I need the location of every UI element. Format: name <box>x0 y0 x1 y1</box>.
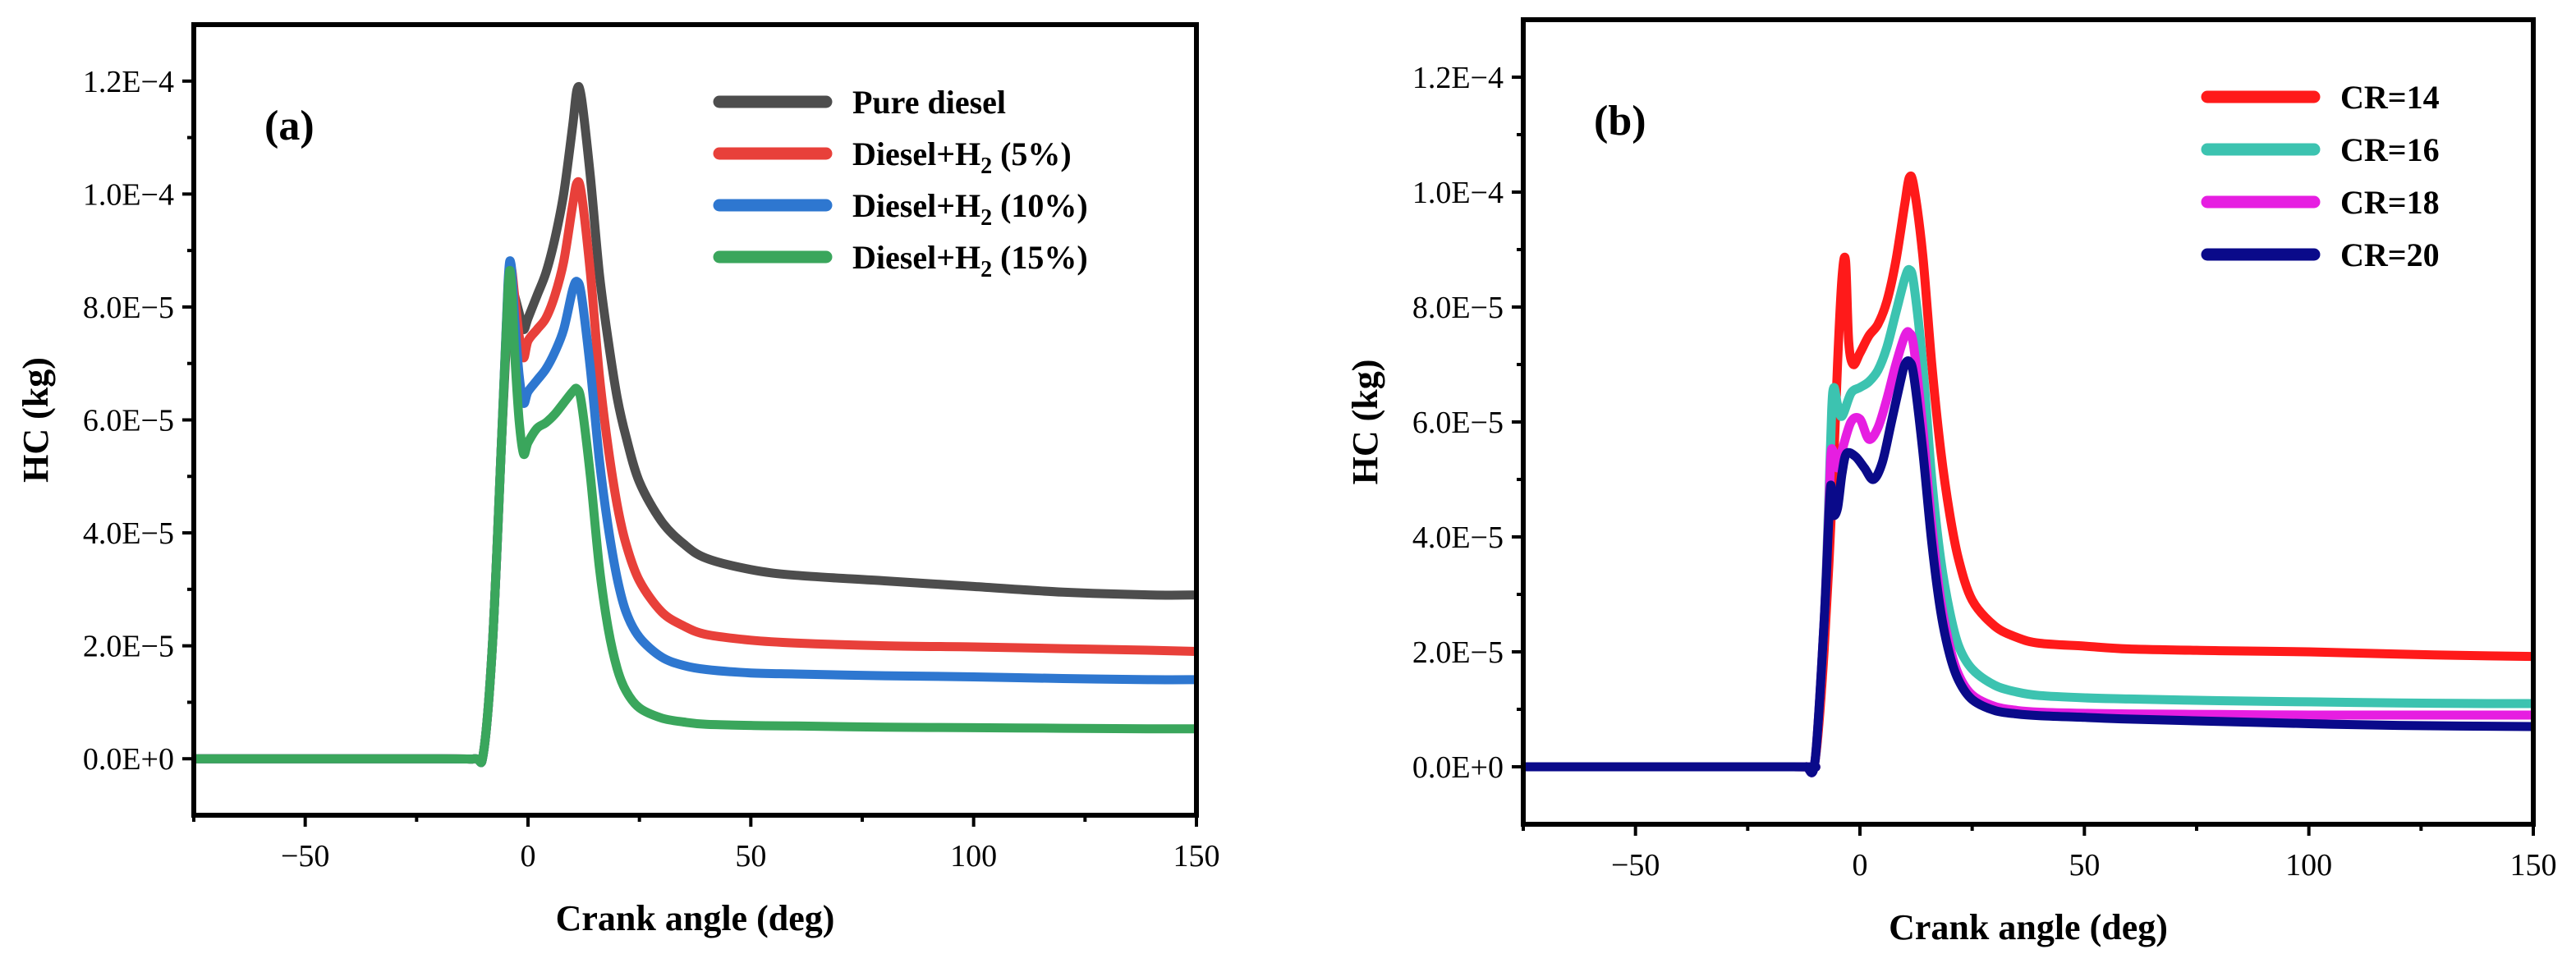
panel-label: (a) <box>264 103 315 149</box>
y-tick-label: 6.0E−5 <box>1412 406 1504 440</box>
x-tick-label: −50 <box>1611 848 1660 883</box>
series-line-3 <box>194 256 1196 768</box>
x-tick-label: 150 <box>1173 839 1220 874</box>
x-tick-label: 50 <box>2069 848 2100 883</box>
x-tick-label: 100 <box>2285 848 2332 883</box>
panel-b: −50 0 50 100 150 0.0E+0 2.0E−5 4.0E−5 6.0E−5 8.0E… <box>1345 17 2557 947</box>
y-tick-label: 1.2E−4 <box>1412 61 1504 95</box>
legend-label: Diesel+H2 (15%) <box>852 239 1088 282</box>
x-tick-label: −50 <box>281 839 329 874</box>
series-lines <box>1523 171 2533 777</box>
y-tick-label: 2.0E−5 <box>1412 635 1504 670</box>
y-axis-title: HC (kg) <box>16 357 56 483</box>
legend: Pure diesel Diesel+H2 (5%) Diesel+H2 (10%)… <box>713 84 1088 282</box>
series-lines <box>194 81 1196 768</box>
x-tick-label: 0 <box>521 839 536 874</box>
y-axis-title: HC (kg) <box>1345 360 1385 485</box>
y-tick-label: 1.2E−4 <box>83 65 174 99</box>
y-tick-label: 2.0E−5 <box>83 630 174 664</box>
y-tick-label: 0.0E+0 <box>1412 750 1504 785</box>
y-tick-label: 4.0E−5 <box>83 516 174 551</box>
x-tick-label: 50 <box>735 839 766 874</box>
series-line-4 <box>1523 356 2533 777</box>
x-tick-label: 0 <box>1853 848 1868 883</box>
y-tick-label: 1.0E−4 <box>83 177 174 212</box>
legend-label: Diesel+H2 (10%) <box>852 187 1088 231</box>
x-tick-label: 150 <box>2510 848 2557 883</box>
legend-label: Pure diesel <box>852 84 1006 121</box>
x-axis-title: Crank angle (deg) <box>556 898 835 938</box>
legend-label: CR=20 <box>2340 236 2440 273</box>
panel-a: −50 0 50 100 150 0.0E+0 2.0E−5 4.0E−5 6.0E−5 8.0E… <box>16 22 1220 938</box>
series-line-4 <box>194 265 1196 768</box>
legend-label: CR=14 <box>2340 79 2440 116</box>
panel-label: (b) <box>1594 98 1646 144</box>
y-tick-label: 6.0E−5 <box>83 404 174 438</box>
y-tick-label: 4.0E−5 <box>1412 520 1504 555</box>
y-tick-label: 1.0E−4 <box>1412 176 1504 210</box>
y-tick-label: 8.0E−5 <box>1412 291 1504 325</box>
y-tick-label: 0.0E+0 <box>83 742 174 777</box>
x-axis-title: Crank angle (deg) <box>1889 907 2168 947</box>
y-tick-label: 8.0E−5 <box>83 291 174 325</box>
legend-label: CR=18 <box>2340 184 2440 221</box>
x-tick-label: 100 <box>950 839 997 874</box>
legend-label: Diesel+H2 (5%) <box>852 135 1072 179</box>
legend-label: CR=16 <box>2340 131 2440 168</box>
series-line-2 <box>1523 264 2533 777</box>
legend: CR=14 CR=16 CR=18 CR=20 <box>2201 79 2440 273</box>
